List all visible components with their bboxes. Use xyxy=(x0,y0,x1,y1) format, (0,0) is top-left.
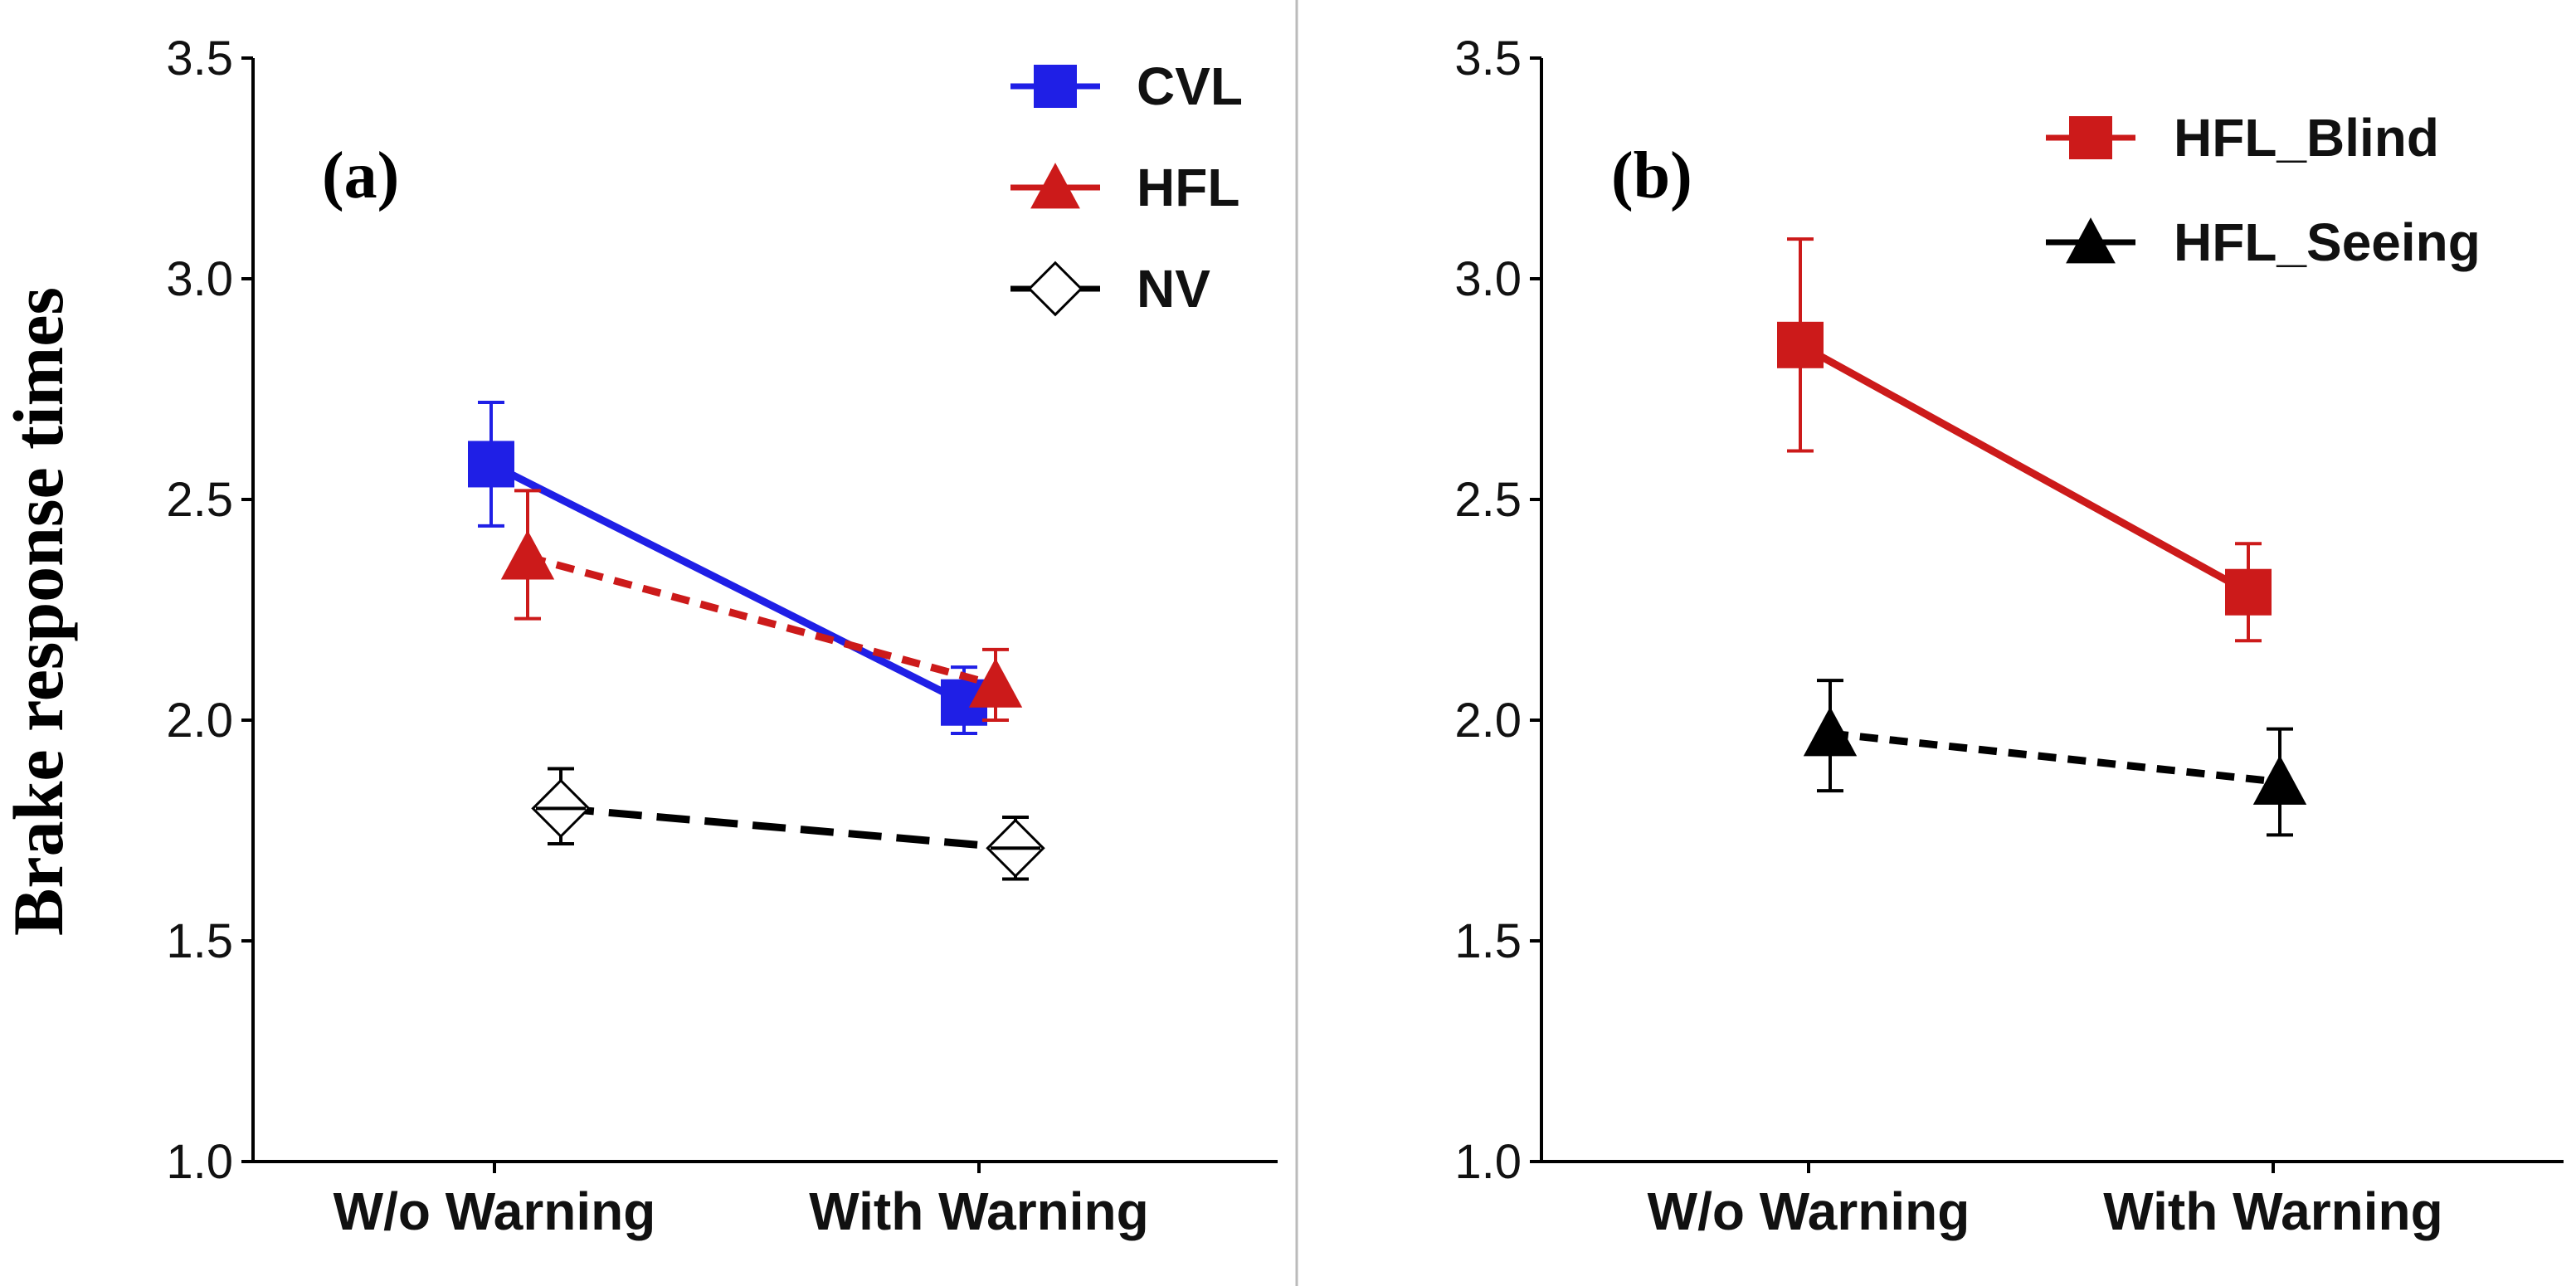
data-point xyxy=(2252,755,2307,805)
legend-item-hfl-seeing: HFL_Seeing xyxy=(2046,212,2481,272)
legend-marker xyxy=(1034,65,1077,108)
legend-item-hfl-blind: HFL_Blind xyxy=(2046,108,2439,168)
series-line xyxy=(1829,729,2281,786)
legend-item-hfl: HFL xyxy=(1010,158,1239,217)
y-tick-label: 2.0 xyxy=(166,694,233,748)
panel-a: (a) 1.0 1.5 2.0 2.5 3.0 3.5 W/o Warning With Wa… xyxy=(166,32,1278,1241)
legend-label: CVL xyxy=(1137,56,1243,116)
data-point xyxy=(500,529,555,580)
legend-item-nv: NV xyxy=(1010,259,1210,319)
y-tick-label: 2.0 xyxy=(1454,694,1522,748)
panel-label-b: (b) xyxy=(1611,139,1692,212)
series-line xyxy=(526,553,997,689)
data-point xyxy=(1803,706,1858,757)
y-tick-label: 2.5 xyxy=(1454,473,1522,527)
x-tick-label: W/o Warning xyxy=(1648,1181,1970,1241)
series-hfl-seeing xyxy=(1803,679,2307,837)
y-tick-label: 1.5 xyxy=(1454,914,1522,968)
y-tick-label: 3.0 xyxy=(166,252,233,306)
series-line xyxy=(489,460,967,706)
y-axis-label: Brake response times xyxy=(0,287,78,936)
y-tick-label: 3.0 xyxy=(1454,252,1522,306)
legend-label: HFL xyxy=(1137,158,1239,217)
series-line xyxy=(1798,341,2251,596)
y-tick-label: 1.5 xyxy=(166,914,233,968)
legend-label: HFL_Blind xyxy=(2174,108,2439,168)
data-point xyxy=(968,658,1023,708)
legend-marker xyxy=(1030,163,1080,209)
panel-b: (b) 1.0 1.5 2.0 2.5 3.0 3.5 W/o Warning With Wa… xyxy=(1454,32,2564,1241)
legend-item-cvl: CVL xyxy=(1010,56,1243,116)
y-tick-label: 1.0 xyxy=(166,1135,233,1189)
panel-label-a: (a) xyxy=(322,139,399,212)
y-tick-label: 1.0 xyxy=(1454,1135,1522,1189)
data-point xyxy=(1777,321,1824,368)
x-tick-label: W/o Warning xyxy=(334,1181,656,1241)
x-tick-label: With Warning xyxy=(2103,1181,2442,1241)
y-tick-label: 2.5 xyxy=(166,473,233,527)
series-hfl xyxy=(500,489,1023,722)
x-tick-label: With Warning xyxy=(809,1181,1148,1241)
legend-marker xyxy=(2066,217,2116,264)
series-cvl xyxy=(468,400,987,735)
series-nv xyxy=(531,767,1045,881)
legend-marker xyxy=(1027,261,1083,317)
legend-label: NV xyxy=(1137,259,1210,319)
legend-marker xyxy=(2069,116,2112,159)
series-line xyxy=(560,804,1016,852)
y-tick-label: 3.5 xyxy=(1454,32,1522,85)
data-point xyxy=(2225,568,2272,616)
data-point xyxy=(468,441,514,488)
legend-label: HFL_Seeing xyxy=(2174,212,2481,272)
series-hfl-blind xyxy=(1777,237,2272,643)
y-tick-label: 3.5 xyxy=(166,32,233,85)
